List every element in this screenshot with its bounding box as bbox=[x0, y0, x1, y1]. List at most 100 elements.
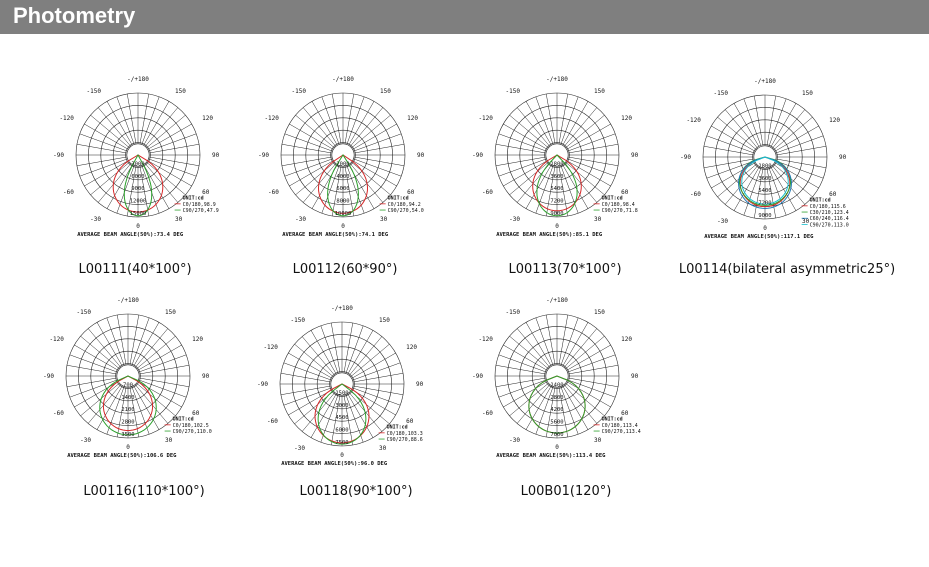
angle-label: -60 bbox=[268, 189, 279, 196]
chart-caption: L00B01(120°) bbox=[520, 484, 612, 499]
angle-label: -120 bbox=[263, 344, 278, 351]
series-curve-1 bbox=[532, 154, 582, 212]
angle-label: 0 bbox=[341, 223, 345, 230]
angle-label: 120 bbox=[621, 336, 632, 343]
angle-label: -30 bbox=[509, 216, 520, 223]
radial-tick-label: 2800 bbox=[121, 420, 134, 426]
angle-label: 0 bbox=[555, 223, 559, 230]
angle-label: -60 bbox=[63, 189, 74, 196]
angle-label: 120 bbox=[406, 344, 417, 351]
radial-tick-label: 10000 bbox=[335, 211, 352, 217]
legend-entry: UNIT:cd bbox=[183, 196, 204, 202]
beam-angle-label: AVERAGE BEAM ANGLE(50%):73.4 DEG bbox=[77, 232, 184, 238]
angle-label: -150 bbox=[291, 317, 306, 324]
page-header: Photometry bbox=[0, 0, 929, 34]
legend-entry: C0/180,102.5 bbox=[173, 423, 209, 429]
angle-label: -90 bbox=[43, 373, 54, 380]
series-curve-2 bbox=[123, 153, 153, 217]
angle-label: 60 bbox=[621, 189, 629, 196]
legend-entry: C0/180,113.4 bbox=[602, 423, 638, 429]
radial-tick-label: 3000 bbox=[335, 403, 348, 409]
series-curve-4 bbox=[741, 156, 789, 205]
radial-tick-label: 1400 bbox=[550, 382, 563, 388]
angle-label: 150 bbox=[175, 88, 186, 95]
legend-entry: C90/270,113.4 bbox=[602, 429, 641, 435]
radial-tick-label: 2800 bbox=[550, 395, 563, 401]
angle-label: -/+180 bbox=[127, 76, 149, 83]
angle-label: 0 bbox=[763, 225, 767, 232]
legend-entry: C0/180,98.9 bbox=[183, 202, 216, 208]
series-curve-1 bbox=[112, 154, 164, 213]
polar-chart-6: -/+180 -150 150 -120 120 -90 90 -60 60 -30 30 0 1500… bbox=[257, 305, 423, 467]
radial-tick-label: 1800 bbox=[758, 163, 771, 169]
radial-tick-label: 6000 bbox=[336, 186, 349, 192]
polar-chart-3: -/+180 -150 150 -120 120 -90 90 -60 60 -30 30 0 1800… bbox=[472, 76, 638, 238]
angle-label: -120 bbox=[49, 336, 64, 343]
angle-label: 150 bbox=[379, 317, 390, 324]
polar-chart-4: -/+180 -150 150 -120 120 -90 90 -60 60 -30 30 0 1800… bbox=[680, 78, 849, 240]
angle-label: -/+180 bbox=[754, 78, 776, 85]
radial-tick-label: 7200 bbox=[550, 199, 563, 205]
angle-label: 30 bbox=[175, 216, 183, 223]
angle-label: 90 bbox=[631, 152, 639, 159]
radial-tick-label: 1400 bbox=[121, 395, 134, 401]
legend-entry: UNIT:cd bbox=[810, 198, 831, 204]
radial-tick-label: 4200 bbox=[550, 407, 563, 413]
radial-tick-label: 4000 bbox=[336, 174, 349, 180]
angle-label: -120 bbox=[264, 115, 279, 122]
radial-tick-label: 5600 bbox=[550, 420, 563, 426]
radial-tick-label: 6000 bbox=[131, 174, 144, 180]
angle-label: -/+180 bbox=[117, 297, 139, 304]
angle-label: -60 bbox=[267, 418, 278, 425]
angle-label: -30 bbox=[294, 445, 305, 452]
angle-label: -30 bbox=[90, 216, 101, 223]
series-curve-1 bbox=[314, 383, 370, 444]
angle-label: -120 bbox=[478, 336, 493, 343]
radial-tick-label: 8000 bbox=[336, 199, 349, 205]
legend-entry: C90/270,110.0 bbox=[173, 429, 212, 435]
angle-label: -120 bbox=[478, 115, 493, 122]
radial-tick-label: 7500 bbox=[335, 440, 348, 446]
angle-label: 150 bbox=[594, 88, 605, 95]
radial-tick-label: 4500 bbox=[335, 415, 348, 421]
angle-label: -/+180 bbox=[331, 305, 353, 312]
radial-tick-label: 1500 bbox=[335, 390, 348, 396]
radial-tick-label: 9000 bbox=[131, 186, 144, 192]
angle-label: 30 bbox=[379, 445, 387, 452]
angle-label: 30 bbox=[594, 216, 602, 223]
angle-label: 120 bbox=[192, 336, 203, 343]
angle-label: 0 bbox=[340, 452, 344, 459]
angle-label: -120 bbox=[59, 115, 74, 122]
legend-entry: C90/270,47.9 bbox=[183, 208, 219, 214]
angle-label: -90 bbox=[472, 373, 483, 380]
angle-label: -30 bbox=[295, 216, 306, 223]
series-curve-2 bbox=[99, 375, 157, 436]
angle-label: -150 bbox=[77, 309, 92, 316]
radial-tick-label: 15000 bbox=[130, 211, 147, 217]
radial-tick-label: 2000 bbox=[336, 161, 349, 167]
series-curve-2 bbox=[327, 154, 359, 217]
angle-label: 60 bbox=[406, 418, 414, 425]
polar-chart-2: -/+180 -150 150 -120 120 -90 90 -60 60 -30 30 0 2000… bbox=[258, 76, 424, 238]
angle-label: 60 bbox=[621, 410, 629, 417]
angle-label: -30 bbox=[80, 437, 91, 444]
angle-label: -60 bbox=[482, 189, 493, 196]
radial-tick-label: 1800 bbox=[550, 161, 563, 167]
legend-entry: UNIT:cd bbox=[602, 196, 623, 202]
radial-tick-label: 9000 bbox=[758, 213, 771, 219]
angle-label: -150 bbox=[292, 88, 307, 95]
series-curve-2 bbox=[528, 375, 586, 434]
angle-label: -/+180 bbox=[332, 76, 354, 83]
radial-tick-label: 7200 bbox=[758, 201, 771, 207]
angle-label: -150 bbox=[87, 88, 102, 95]
angle-label: 60 bbox=[829, 191, 837, 198]
series-curve-1 bbox=[102, 375, 154, 432]
angle-label: 0 bbox=[126, 444, 130, 451]
angle-label: -150 bbox=[714, 90, 729, 97]
angle-label: 90 bbox=[631, 373, 639, 380]
angle-label: -150 bbox=[506, 88, 521, 95]
angle-label: 60 bbox=[407, 189, 415, 196]
angle-label: 90 bbox=[416, 381, 424, 388]
radial-tick-label: 7000 bbox=[550, 432, 563, 438]
beam-angle-label: AVERAGE BEAM ANGLE(50%):74.1 DEG bbox=[282, 232, 389, 238]
